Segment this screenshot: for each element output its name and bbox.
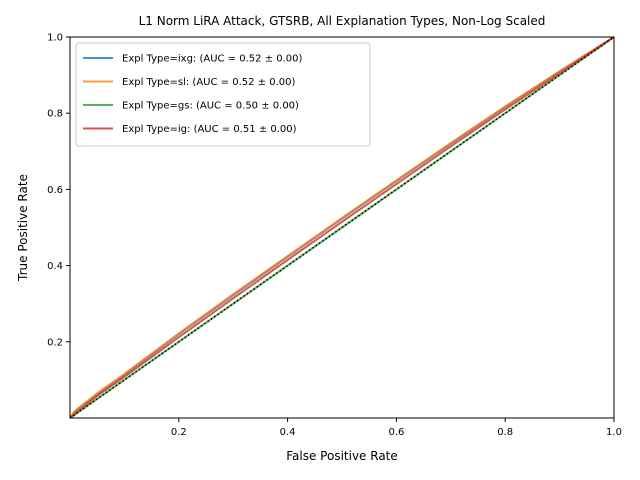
legend-label-1: Expl Type=sl: (AUC = 0.52 ± 0.00) (122, 77, 295, 88)
chance-reference-line (69, 36, 615, 419)
legend-box (75, 42, 371, 147)
y-tick-label-2: 0.6 (47, 185, 63, 196)
y-tick-label-0: 0.2 (47, 337, 63, 348)
legend-items: Expl Type=ixg: (AUC = 0.52 ± 0.00) Expl T… (83, 54, 303, 135)
series-line-3 (69, 36, 615, 419)
y-tick-label-3: 0.8 (47, 109, 63, 120)
chart-title: L1 Norm LiRA Attack, GTSRB, All Explanat… (139, 14, 546, 28)
legend: Expl Type=ixg: (AUC = 0.52 ± 0.00) Expl T… (75, 42, 371, 147)
x-tick-label-2: 0.6 (388, 427, 404, 438)
x-tick-label-4: 1.0 (606, 427, 622, 438)
x-tick-label-1: 0.4 (280, 427, 296, 438)
legend-label-2: Expl Type=gs: (AUC = 0.50 ± 0.00) (122, 101, 299, 112)
series-line-1 (69, 36, 615, 419)
legend-label-0: Expl Type=ixg: (AUC = 0.52 ± 0.00) (122, 54, 303, 65)
series-layer (69, 36, 615, 419)
x-tick-label-0: 0.2 (171, 427, 187, 438)
x-axis-label: False Positive Rate (286, 449, 398, 463)
x-axis: 0.2 0.4 0.6 0.8 1.0 (171, 418, 622, 438)
y-tick-label-4: 1.0 (47, 33, 63, 44)
x-tick-label-3: 0.8 (497, 427, 513, 438)
plot-frame (69, 36, 615, 419)
y-tick-label-1: 0.4 (47, 261, 63, 272)
y-axis: 0.2 0.4 0.6 0.8 1.0 (47, 33, 70, 348)
y-axis-label: True Positive Rate (16, 174, 30, 282)
legend-label-3: Expl Type=ig: (AUC = 0.51 ± 0.00) (122, 124, 297, 135)
